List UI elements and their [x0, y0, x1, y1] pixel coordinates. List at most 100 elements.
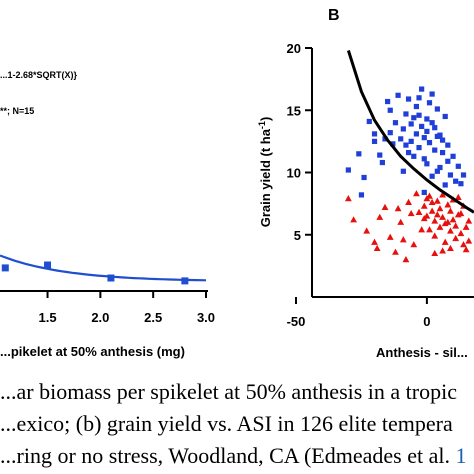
figure-caption: ...ar biomass per spikelet at 50% anthes… [0, 376, 474, 472]
panel-b-red-point [413, 190, 420, 197]
panel-b-blue-point [405, 149, 412, 156]
panel-b-blue-point [382, 136, 388, 142]
panel-a-x-ticks: 1.5 2.0 2.5 3.0 [38, 291, 215, 325]
panel-b-red-point [439, 191, 446, 198]
panel-b-blue-point [392, 120, 399, 126]
panel-a-data-point [1, 264, 9, 272]
panel-b-red-point [449, 216, 457, 223]
panel-b-red-point [426, 226, 433, 233]
panel-b-fit-curve [346, 50, 474, 214]
caption-reference-link[interactable]: 1 [455, 443, 467, 468]
panel-a-x-tick-label: 2.0 [91, 310, 109, 325]
panel-b-blue-point [424, 116, 430, 122]
panel-a-stats: **; N=15 [0, 106, 34, 116]
panel-b-red-point [405, 198, 412, 205]
panel-b-red-point [452, 222, 460, 229]
panel-b-blue-point [371, 138, 378, 144]
caption-line-1: ...ar biomass per spikelet at 50% anthes… [0, 379, 457, 404]
panel-b-red-point [439, 247, 446, 254]
panel-b-red-point [436, 223, 444, 230]
panel-b-blue-point [434, 168, 440, 174]
panel-b-blue-point [453, 178, 459, 184]
panel-a-data-point [44, 261, 52, 269]
panel-b-red-point [428, 207, 436, 214]
panel-b-title: B [328, 7, 340, 24]
panel-b-blue-point [411, 115, 417, 121]
panel-b-red-point [344, 195, 352, 202]
panel-b-red-point [436, 205, 444, 212]
panel-b-blue-point [421, 156, 427, 162]
panel-b-x-label: Anthesis - sil... [376, 345, 468, 360]
panel-b-red-point [418, 226, 426, 233]
panel-b-blue-point [434, 133, 440, 139]
panel-b-blue-point [385, 98, 391, 105]
panel-a-x-tick-label: 2.5 [144, 310, 162, 325]
panel-a-fit-curve [0, 254, 207, 282]
panel-b-red-point [460, 241, 467, 248]
panel-b-red-point [363, 227, 371, 234]
panel-b-red-point [447, 227, 454, 234]
panel-b-red-point [397, 218, 405, 225]
panel-b-blue-point [413, 131, 420, 137]
panel-b-blue-point [426, 140, 433, 146]
panel-b-blue-point [358, 192, 365, 198]
panel-a-data-point [181, 277, 189, 285]
panel-b-y-ticks: 5 10 15 20 [287, 41, 312, 243]
panel-a-equation: ...1-2.68*SQRT(X)} [0, 70, 78, 80]
panel-b-red-point [350, 216, 357, 223]
panel-b-blue-point [408, 121, 414, 127]
panel-b-blue-point [421, 135, 427, 141]
panel-b-blue-point [371, 131, 378, 137]
panel-b-red-series [344, 190, 473, 263]
panel-b-blue-point [390, 141, 396, 147]
panel-b-blue-point [377, 152, 383, 158]
panel-b-y-label-close: ) [258, 117, 273, 121]
panel-b-blue-point [429, 173, 435, 179]
caption-line-3: ...ring or no stress, Woodland, CA (Edme… [0, 440, 474, 472]
panel-b-red-point [376, 213, 384, 220]
panel-b-blue-point [437, 164, 443, 171]
panel-b-blue-point [413, 103, 420, 110]
panel-b-red-point [426, 192, 433, 199]
panel-b-blue-point [361, 174, 367, 181]
panel-b-blue-point [429, 91, 435, 97]
panel-b-blue-point [437, 132, 443, 138]
caption-line-3-text: ...ring or no stress, Woodland, CA (Edme… [0, 443, 456, 468]
panel-b-red-point [420, 202, 428, 209]
panel-a: ...1-2.68*SQRT(X)} **; N=15 1.5 2.0 2.5 3.0… [0, 70, 215, 359]
panel-b-blue-point [345, 167, 351, 173]
panel-b-blue-point [405, 96, 412, 102]
panel-b-blue-point [429, 120, 435, 126]
panel-b-red-point [415, 208, 423, 215]
panel-b-blue-point [416, 112, 422, 118]
panel-b-red-point [392, 248, 399, 255]
panel-b-blue-point [434, 106, 440, 112]
panel-b-red-point [447, 207, 454, 214]
caption-line-2: ...exico; (b) grain yield vs. ASI in 126… [0, 408, 474, 440]
panel-b-red-point [423, 212, 431, 219]
panel-b-red-point [410, 241, 418, 248]
panel-b-blue-point [408, 138, 414, 144]
panel-b-x-tick-label: 0 [423, 314, 430, 329]
panel-b-red-point [452, 234, 460, 242]
panel-b-red-point [371, 238, 378, 245]
panel-b-blue-point [455, 163, 461, 169]
panel-a-data-point [107, 274, 115, 282]
panel-b-y-tick-label: 15 [287, 103, 301, 118]
panel-b-y-label-exp: -1 [257, 121, 267, 129]
panel-b-blue-point [395, 92, 401, 98]
panel-b-red-point [454, 193, 462, 200]
panel-b-blue-point [432, 147, 438, 153]
panel-b-blue-point [400, 168, 406, 174]
panel-b-y-tick-label: 5 [294, 228, 301, 243]
panel-b-red-point [457, 229, 465, 237]
panel-b-red-point [428, 198, 436, 205]
panel-b-blue-point [419, 86, 425, 92]
panel-b-blue-point [379, 159, 385, 166]
panel-b-red-point [465, 217, 473, 224]
figure: ...1-2.68*SQRT(X)} **; N=15 1.5 2.0 2.5 3.0… [0, 7, 474, 360]
panel-b-blue-point [432, 125, 438, 131]
panel-b-blue-series [345, 86, 467, 198]
panel-b-red-point [433, 197, 441, 204]
panel-b-red-point [433, 211, 441, 218]
